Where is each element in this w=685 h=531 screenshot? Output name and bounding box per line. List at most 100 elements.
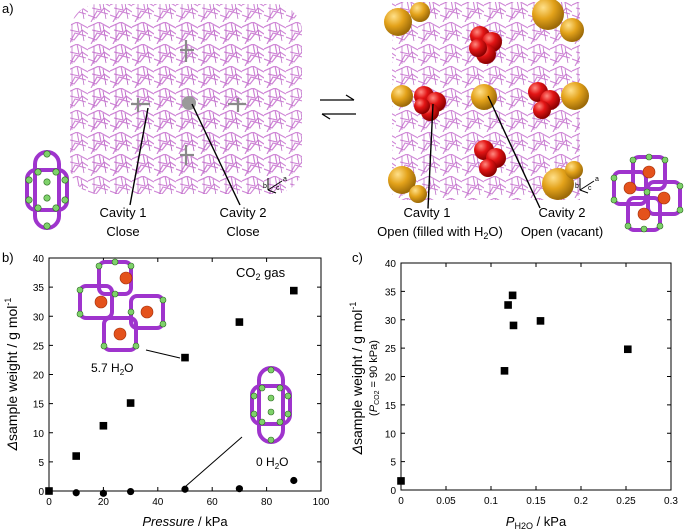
chart-c-xlabel: PH2O / kPa <box>506 514 567 531</box>
chart-b-x-axis: 0 20 40 60 80 100 <box>46 258 330 508</box>
chart-b-point-series1 <box>181 485 189 493</box>
chart-c-ylabel: Δsample weight / g mol-1 <box>348 302 365 456</box>
chart-c-frame <box>400 262 672 491</box>
svg-text:a: a <box>283 176 287 183</box>
panel-b-label: b) <box>2 250 14 265</box>
chart-b-point-series0 <box>99 421 108 430</box>
chart-c-xtick-label: 0.1 <box>484 496 498 507</box>
chart-b-xtick-label: 80 <box>261 497 273 508</box>
chart-c-ytick-label: 10 <box>385 429 397 440</box>
cavity1-close-label: Cavity 1 Close <box>100 205 147 239</box>
co2-gas-label: CO2 gas <box>236 265 286 282</box>
chart-c-point-series0 <box>508 291 517 300</box>
inset-closed-cage <box>250 366 292 444</box>
chart-b-point-series0 <box>126 399 135 407</box>
chart-b-point-series1 <box>99 489 107 497</box>
chart-b-point-series0 <box>290 286 298 295</box>
chart-b-point-series0 <box>181 353 189 362</box>
chart-c-point-series0 <box>536 317 545 325</box>
svg-text:b: b <box>575 183 579 190</box>
chart-b-point-series1 <box>235 485 243 493</box>
chart-c-xtick-label: 0.3 <box>664 496 678 507</box>
chart-c-ytick-label: 5 <box>390 458 396 469</box>
annotation-57-h2o: 5.7 H2O <box>91 361 133 377</box>
chart-b-xtick-label: 20 <box>98 497 110 508</box>
svg-text:Close: Close <box>226 224 259 239</box>
chart-c-y-axis: 0 5 10 15 20 25 30 35 40 <box>385 259 671 497</box>
chart-b-ytick-label: 0 <box>38 487 44 498</box>
chart-c-xtick-label: 0.05 <box>436 496 456 507</box>
closed-cage-schematic <box>25 150 69 230</box>
svg-text:Cavity 2: Cavity 2 <box>539 205 586 220</box>
chart-c-point-series0 <box>509 321 518 330</box>
svg-text:c: c <box>276 185 280 192</box>
chart-b-xlabel: Pressure / kPa <box>142 514 228 529</box>
chart-b-point-series1 <box>45 487 53 495</box>
chart-b-ytick-label: 10 <box>33 429 45 440</box>
chart-c-ytick-label: 15 <box>385 401 397 412</box>
chart-c-ylabel-condition: (PCO2 = 90 kPa) <box>368 340 381 416</box>
chart-b-ytick-label: 15 <box>33 400 45 411</box>
chart-c-points <box>397 291 632 485</box>
chart-c-ytick-label: 30 <box>385 316 397 327</box>
chart-c-ytick-label: 35 <box>385 287 397 298</box>
chart-b-ytick-label: 25 <box>33 341 45 352</box>
chart-b-ytick-label: 40 <box>33 254 45 265</box>
svg-text:Cavity 1: Cavity 1 <box>100 205 147 220</box>
chart-b-ytick-label: 20 <box>33 371 45 382</box>
chart-b-points <box>45 286 298 497</box>
chart-b-ytick-label: 35 <box>33 283 45 294</box>
panel-a-label: a) <box>2 1 14 16</box>
chart-b-y-axis: 0 5 10 15 20 25 30 35 40 <box>33 254 321 498</box>
chart-c-ytick-label: 40 <box>385 259 397 270</box>
panel-b: b) 0 5 10 15 20 25 30 35 40 0 20 40 60 80 100 Δsample… <box>2 250 330 529</box>
chart-c-point-series0 <box>500 367 509 375</box>
chart-c-xtick-label: 0.15 <box>526 496 546 507</box>
chart-b-ytick-label: 30 <box>33 312 45 323</box>
open-framework-structure: a b c <box>384 0 599 209</box>
cavity1-open-label: Cavity 1 Open (filled with H2O) <box>377 205 503 241</box>
chart-b-point-series1 <box>290 476 298 485</box>
annotation-0-pointer <box>185 436 243 487</box>
panel-a: a) a b c <box>2 0 684 241</box>
chart-b-ytick-label: 5 <box>38 458 44 469</box>
svg-text:c: c <box>588 185 592 192</box>
chart-c-ytick-label: 0 <box>390 486 396 497</box>
svg-text:a: a <box>595 176 599 183</box>
chart-b-point-series0 <box>235 318 244 326</box>
cavity2-open-label: Cavity 2 Open (vacant) <box>521 205 603 239</box>
annotation-57-pointer <box>145 349 181 359</box>
chart-c-point-series0 <box>504 301 512 309</box>
chart-c-x-axis: 0 0.05 0.1 0.15 0.2 0.25 0.3 <box>398 263 678 507</box>
equilibrium-arrows <box>320 94 356 120</box>
chart-c-xtick-label: 0 <box>398 496 404 507</box>
svg-text:Close: Close <box>106 224 139 239</box>
svg-text:Cavity 2: Cavity 2 <box>220 205 267 220</box>
chart-b-ylabel: Δsample weight / g mol-1 <box>3 298 20 452</box>
open-cage-schematic <box>610 153 684 233</box>
closed-framework-structure: a b c <box>70 4 302 206</box>
panel-c-label: c) <box>352 250 363 265</box>
axes-triad-right: a b c <box>575 176 599 194</box>
svg-text:Open (filled with H2O): Open (filled with H2O) <box>377 224 503 241</box>
chart-b-xtick-label: 100 <box>313 497 330 508</box>
chart-b-xtick-label: 60 <box>207 497 219 508</box>
annotation-0-h2o: 0 H2O <box>256 455 288 471</box>
chart-b-xtick-label: 40 <box>152 497 164 508</box>
chart-b-point-series1 <box>127 487 135 496</box>
chart-c-point-series0 <box>397 477 405 485</box>
svg-text:Cavity 1: Cavity 1 <box>404 205 451 220</box>
chart-b-point-series1 <box>72 489 80 497</box>
svg-text:Open (vacant): Open (vacant) <box>521 224 603 239</box>
chart-b-point-series0 <box>72 452 80 460</box>
chart-c-ytick-label: 25 <box>385 344 397 355</box>
chart-c-xtick-label: 0.25 <box>616 496 636 507</box>
inset-open-cage <box>76 258 167 352</box>
svg-text:b: b <box>263 183 267 190</box>
cavity2-close-label: Cavity 2 Close <box>220 205 267 239</box>
chart-b-xtick-label: 0 <box>46 497 52 508</box>
axes-triad-left: a b c <box>263 176 287 194</box>
chart-c-xtick-label: 0.2 <box>574 496 588 507</box>
